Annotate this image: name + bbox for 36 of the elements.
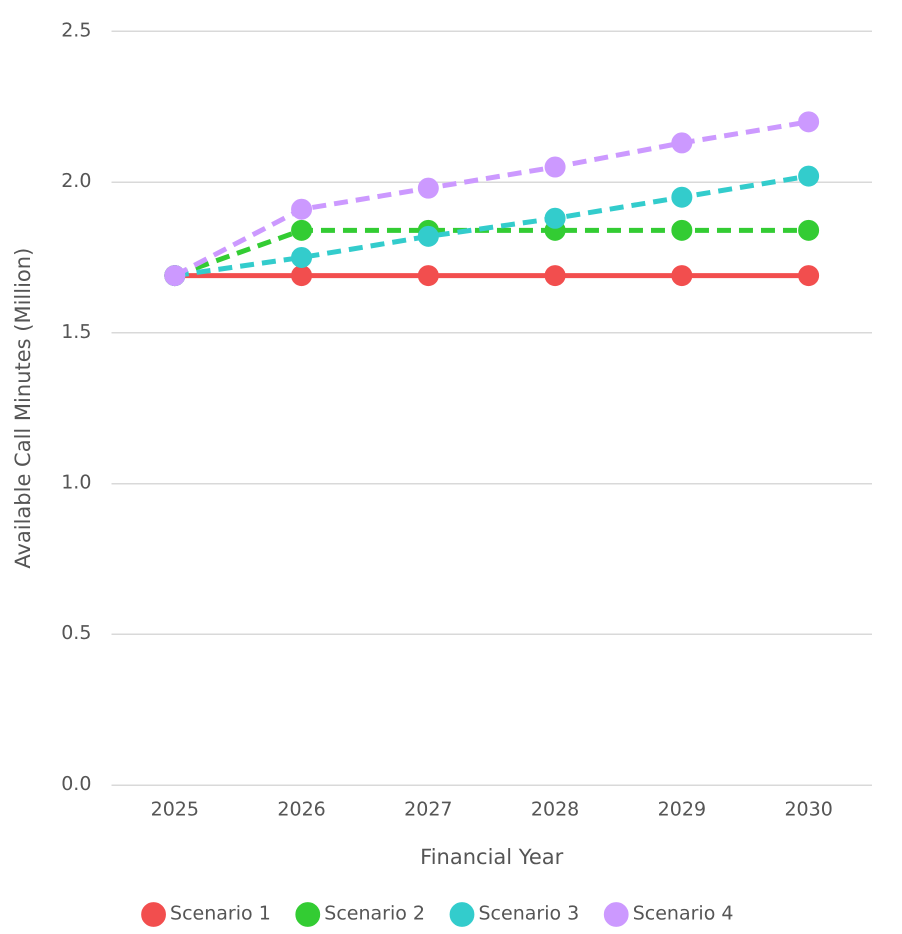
point — [418, 226, 439, 247]
x-tick-label: 2027 — [404, 798, 453, 820]
point — [671, 186, 692, 208]
legend-label: Scenario 1 — [170, 902, 271, 924]
legend-label: Scenario 2 — [324, 902, 426, 924]
point — [671, 265, 692, 286]
point — [544, 156, 566, 178]
point — [798, 166, 820, 187]
point — [291, 198, 312, 220]
point — [544, 208, 566, 229]
legend-label: Scenario 3 — [478, 902, 580, 924]
point — [544, 265, 566, 286]
x-tick-label: 2030 — [784, 798, 833, 820]
y-axis-title: Available Call Minutes (Million) — [11, 248, 36, 569]
point — [291, 220, 312, 241]
point — [798, 220, 820, 241]
x-tick-label: 2028 — [530, 798, 580, 820]
y-tick-label: 0.0 — [61, 772, 92, 795]
y-tick-label: 2.0 — [61, 170, 92, 192]
x-tick-label: 2029 — [658, 798, 706, 820]
point — [671, 132, 692, 154]
x-axis-title: Financial Year — [420, 844, 564, 869]
x-tick-label: 2025 — [150, 798, 199, 820]
y-tick-label: 2.5 — [61, 19, 92, 42]
point — [671, 220, 692, 241]
point — [291, 265, 312, 286]
legend-label: Scenario 4 — [632, 902, 734, 924]
point — [418, 178, 439, 199]
point — [798, 265, 820, 286]
point — [291, 246, 312, 268]
y-tick-label: 0.5 — [61, 622, 92, 644]
point — [418, 265, 439, 286]
x-tick-label: 2026 — [277, 798, 326, 820]
point — [798, 111, 820, 132]
y-tick-label: 1.0 — [61, 471, 92, 494]
y-tick-label: 1.5 — [61, 320, 92, 343]
